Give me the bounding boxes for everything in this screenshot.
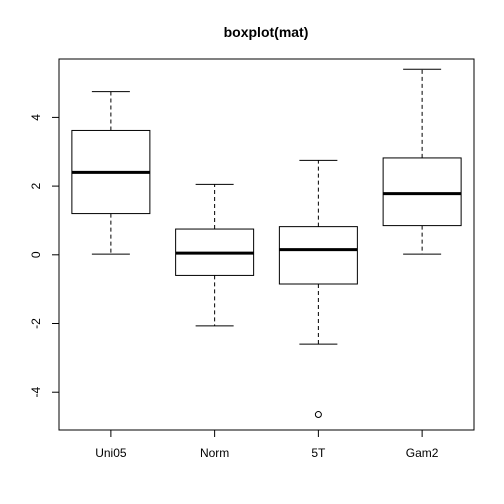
x-tick-label: Norm [200,446,229,460]
y-tick-label: 0 [29,251,43,258]
chart-title: boxplot(mat) [224,24,309,40]
box-Norm [175,183,255,327]
y-tick-label: 4 [29,114,43,121]
x-tick-label: Uni05 [95,446,127,460]
y-tick-label: 2 [29,182,43,189]
box-Uni05 [71,91,151,255]
box-Gam2 [382,68,462,255]
box-iqr [382,157,462,227]
y-axis: -4 -2 0 2 4 [29,114,60,398]
outlier-point [314,411,322,419]
x-axis: Uni05 Norm 5T Gam2 [95,429,439,460]
box-5T [278,159,358,419]
plot-frame [58,58,475,431]
x-tick-label: Gam2 [406,446,439,460]
boxes-group [71,68,462,419]
y-tick-label: -2 [29,318,43,329]
y-tick-label: -4 [29,387,43,398]
box-iqr [278,226,358,285]
x-tick-label: 5T [311,446,326,460]
